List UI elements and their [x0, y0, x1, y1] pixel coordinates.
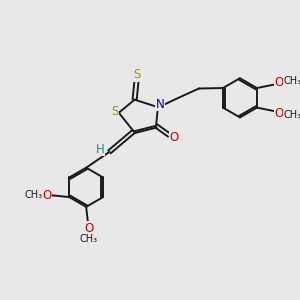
Text: O: O: [84, 222, 94, 235]
Text: N: N: [155, 98, 164, 111]
Text: H: H: [96, 142, 104, 156]
Text: CH₃: CH₃: [283, 76, 300, 85]
Text: O: O: [274, 107, 284, 120]
Text: O: O: [42, 189, 52, 202]
Text: S: S: [134, 68, 141, 81]
Text: CH₃: CH₃: [80, 234, 98, 244]
Text: O: O: [274, 76, 284, 89]
Text: S: S: [111, 105, 119, 118]
Text: O: O: [169, 131, 178, 144]
Text: CH₃: CH₃: [283, 110, 300, 120]
Text: CH₃: CH₃: [25, 190, 43, 200]
